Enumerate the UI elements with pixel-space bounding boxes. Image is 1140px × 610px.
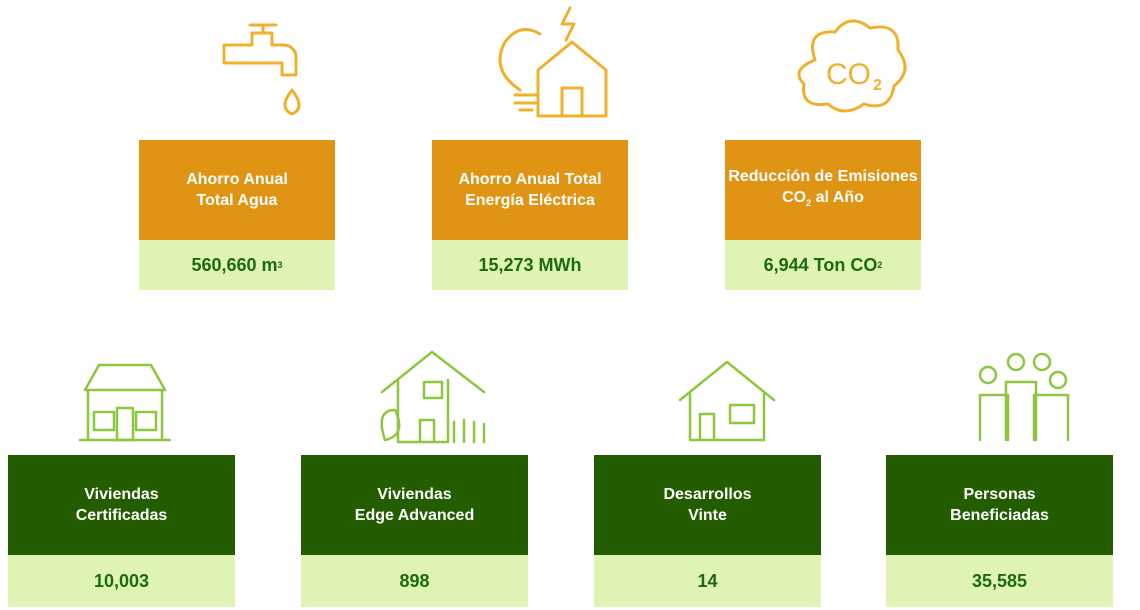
stat-card: Reducción de Emisiones CO2 al Año 6,944 To… [725,140,921,290]
text-segment: Edge Advanced [354,507,475,524]
title-line: Energía Eléctrica [465,190,595,211]
card-title: Ahorro Anual Total Agua [139,140,335,240]
card-value: 10,003 [8,555,235,607]
card-title: Viviendas Edge Advanced [301,455,528,555]
text-segment: Desarrollos [663,486,752,503]
title-line: Viviendas [84,484,158,505]
title-line: Ahorro Anual [186,169,288,190]
title-line: Desarrollos [663,484,751,505]
title-line: Viviendas [377,484,451,505]
text-segment: 2 [806,198,812,209]
card-title: Reducción de Emisiones CO2 al Año [725,140,921,240]
co2-icon-text: CO [826,58,871,91]
card-value: 6,944 Ton CO 2 [725,240,921,290]
text-segment: 35,585 [971,570,1028,591]
vinte-house-icon [678,360,776,442]
co2-icon-sub: 2 [873,77,882,94]
text-segment: 15,273 MWh [478,254,582,275]
text-segment: 3 [277,260,283,270]
title-line: Ahorro Anual Total [458,169,601,190]
house-icon [78,363,172,442]
co2-icon: CO 2 [797,19,907,113]
stat-card: Personas Beneficiadas 35,585 [886,455,1113,607]
text-segment: Ahorro Anual [186,171,288,188]
people-icon [978,352,1070,442]
card-title: Personas Beneficiadas [886,455,1113,555]
card-value: 35,585 [886,555,1113,607]
edge-house-icon [380,350,486,444]
text-segment: CO [782,188,807,206]
title-line: Reducción de Emisiones [728,166,917,187]
card-title: Ahorro Anual Total Energía Eléctrica [432,140,628,240]
text-segment: 6,944 Ton CO [763,254,878,275]
card-title: Desarrollos Vinte [594,455,821,555]
text-segment: Total Agua [196,192,278,209]
title-line: Certificadas [76,505,168,526]
stat-card: Viviendas Edge Advanced 898 [301,455,528,607]
title-line: Edge Advanced [355,505,474,526]
card-value: 14 [594,555,821,607]
text-segment: Viviendas [84,486,159,503]
text-segment: 2 [877,260,883,270]
title-line: Beneficiadas [950,505,1049,526]
energy-icon [498,6,608,118]
text-segment: 898 [399,570,430,591]
text-segment: 14 [697,570,718,591]
stat-card: Viviendas Certificadas 10,003 [8,455,235,607]
text-segment: Personas [963,486,1036,503]
text-segment: Beneficiadas [950,507,1049,524]
text-segment: Vinte [688,507,727,524]
text-segment: al Año [811,188,864,206]
title-line: Total Agua [197,190,278,211]
card-title: Viviendas Certificadas [8,455,235,555]
text-segment: Certificadas [75,507,168,524]
text-segment: Energía Eléctrica [465,192,595,209]
stat-card: Ahorro Anual Total Energía Eléctrica 15,27… [432,140,628,290]
tap-icon [222,23,301,116]
text-segment: 560,660 m [191,254,278,275]
title-line: Vinte [688,505,727,526]
stat-card: Desarrollos Vinte 14 [594,455,821,607]
card-value: 898 [301,555,528,607]
text-segment: Reducción de Emisiones [728,167,918,185]
text-segment: Viviendas [377,486,452,503]
title-line: Personas [963,484,1035,505]
title-line: CO2 al Año [782,187,864,214]
text-segment: 10,003 [93,570,150,591]
text-segment: Ahorro Anual Total [458,171,602,188]
card-value: 15,273 MWh [432,240,628,290]
